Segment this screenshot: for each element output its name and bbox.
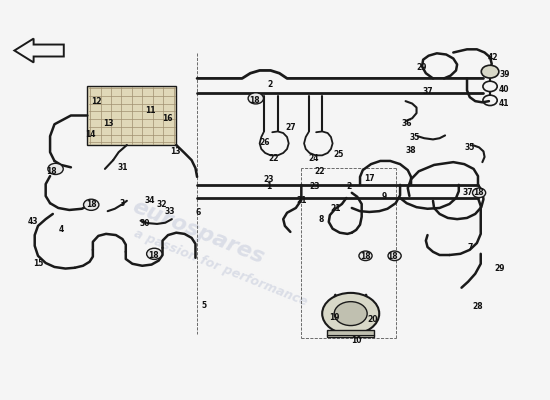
Text: 18: 18 [46,167,57,176]
Bar [327,330,375,337]
Text: 26: 26 [260,138,271,147]
Text: 37: 37 [463,188,474,197]
Text: 24: 24 [308,154,318,163]
Circle shape [359,251,372,260]
Text: 17: 17 [364,174,375,182]
Text: 30: 30 [139,219,150,228]
Text: 18: 18 [249,96,260,105]
Text: 1: 1 [266,182,271,190]
Text: 22: 22 [315,167,325,176]
Text: 42: 42 [488,53,499,62]
Text: 8: 8 [319,216,324,224]
Text: 18: 18 [388,252,398,261]
Text: 13: 13 [103,119,113,128]
Text: 29: 29 [417,63,427,72]
Text: 35: 35 [410,132,420,142]
Circle shape [322,293,379,334]
Text: 32: 32 [156,200,167,209]
Text: 2: 2 [346,182,351,190]
Text: 3: 3 [120,200,125,208]
Text: 23: 23 [263,175,274,184]
Text: 4: 4 [58,225,64,234]
Text: 41: 41 [499,99,509,108]
Circle shape [472,188,486,198]
Circle shape [388,251,401,260]
Circle shape [334,302,367,326]
Circle shape [147,248,162,259]
Text: 21: 21 [296,196,306,205]
Text: 18: 18 [360,252,371,261]
Text: 36: 36 [402,119,412,128]
Text: 22: 22 [268,154,279,163]
Circle shape [481,65,499,78]
Text: 2: 2 [267,80,272,89]
Text: 18: 18 [86,200,97,209]
Text: 6: 6 [196,208,201,217]
Text: 21: 21 [330,204,340,213]
Text: 16: 16 [162,114,172,123]
Text: 7: 7 [467,243,472,252]
Text: 10: 10 [351,336,361,345]
Bar [87,86,176,145]
Text: 9: 9 [382,192,387,200]
Text: 5: 5 [201,301,206,310]
Text: 11: 11 [145,106,155,115]
Text: 25: 25 [333,150,343,159]
Circle shape [84,199,99,210]
Text: a passion for performance: a passion for performance [131,227,309,309]
Text: 29: 29 [494,264,505,273]
Text: eurospares: eurospares [129,196,267,268]
Circle shape [248,93,263,104]
Text: 19: 19 [329,313,339,322]
Circle shape [48,163,63,174]
Text: 15: 15 [33,259,43,268]
Text: 13: 13 [170,147,180,156]
Text: 39: 39 [499,70,509,79]
Text: 18: 18 [148,250,158,260]
Text: 35: 35 [465,143,475,152]
Text: 12: 12 [91,97,102,106]
Text: 18: 18 [472,188,483,197]
Text: 40: 40 [499,85,509,94]
Text: 14: 14 [85,130,95,139]
Text: 38: 38 [406,146,416,155]
Text: 33: 33 [164,207,175,216]
Text: 20: 20 [367,315,378,324]
Text: 23: 23 [309,182,320,190]
Text: 43: 43 [28,218,38,226]
Text: 37: 37 [422,87,433,96]
Text: 27: 27 [285,123,296,132]
Text: 28: 28 [472,302,483,311]
Text: 31: 31 [117,163,128,172]
Text: 34: 34 [145,196,155,205]
